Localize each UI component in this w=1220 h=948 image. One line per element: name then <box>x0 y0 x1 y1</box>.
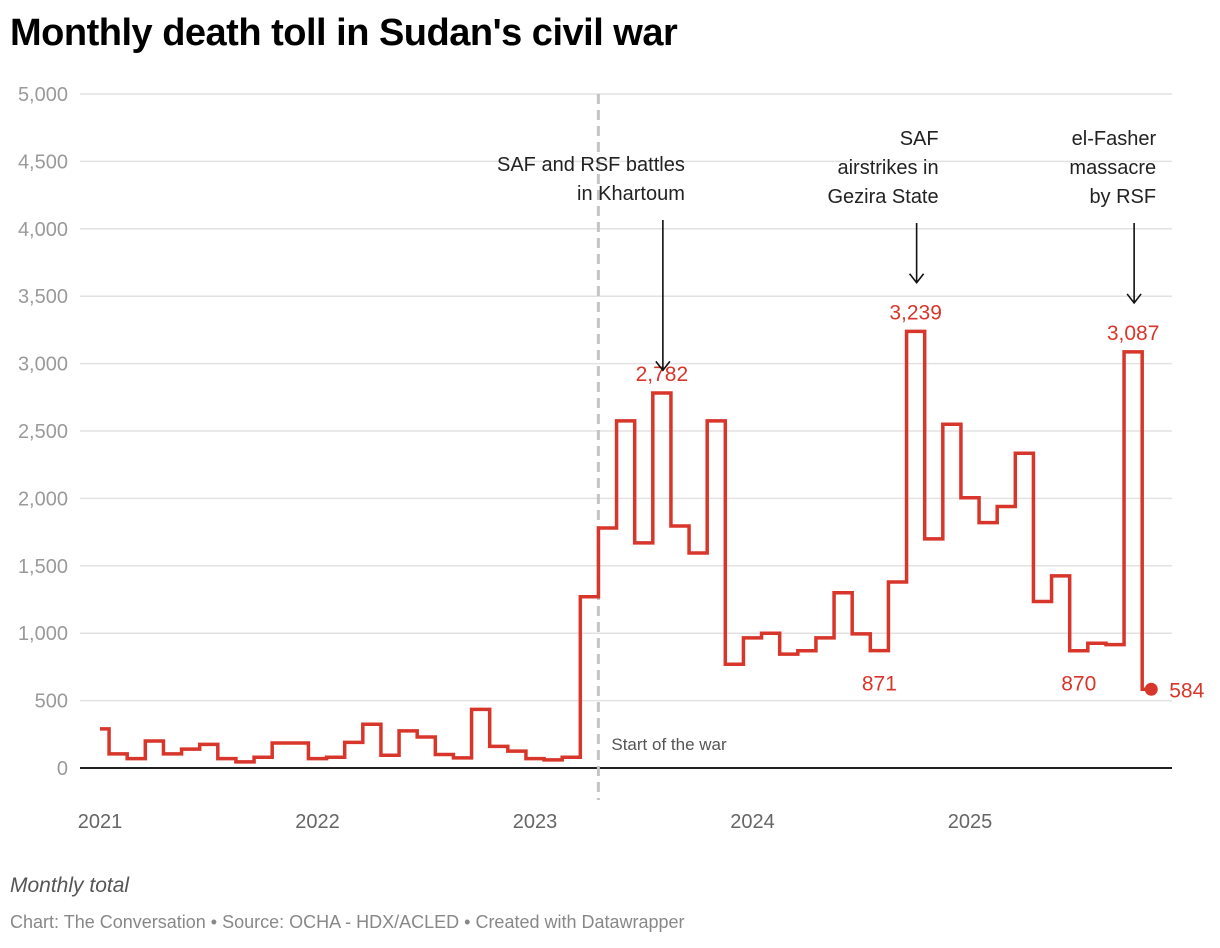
annotation-text: Gezira State <box>827 186 938 208</box>
annotation-arrow-head <box>1126 293 1142 305</box>
annotation-arrow-head <box>655 360 671 372</box>
annotation-text: airstrikes in <box>837 157 938 179</box>
war-start-reference: Start of the war <box>596 94 727 800</box>
y-tick-label: 3,000 <box>18 354 68 376</box>
x-tick-label: 2022 <box>295 811 340 833</box>
chart-source-footer: Chart: The Conversation • Source: OCHA -… <box>10 912 685 932</box>
last-point-marker <box>1144 682 1158 696</box>
y-tick-label: 3,500 <box>18 286 68 308</box>
y-tick-label: 5,000 <box>18 84 68 106</box>
x-tick-label: 2021 <box>78 811 123 833</box>
annotations: SAF and RSF battles in Khartoum SAF airstri… <box>497 128 1157 372</box>
value-label: 871 <box>862 673 897 696</box>
annotation-text: massacre <box>1069 157 1156 179</box>
y-tick-label: 500 <box>35 691 68 713</box>
y-tick-label: 2,000 <box>18 488 68 510</box>
value-label: 2,782 <box>636 363 689 386</box>
gridlines <box>80 93 1172 769</box>
y-tick-label: 1,000 <box>18 623 68 645</box>
x-tick-label: 2025 <box>948 811 993 833</box>
y-tick-label: 2,500 <box>18 421 68 443</box>
annotation-arrow-head <box>908 273 925 285</box>
annotation-text: by RSF <box>1089 186 1156 208</box>
x-tick-label: 2024 <box>730 811 775 833</box>
value-label: 870 <box>1061 673 1096 696</box>
annotation-text: SAF and RSF battles <box>497 154 685 176</box>
y-tick-label: 0 <box>57 758 68 780</box>
annotation-text: el-Fasher <box>1072 128 1157 150</box>
y-tick-label: 1,500 <box>18 556 68 578</box>
series-monthly-total <box>100 329 1158 764</box>
x-tick-label: 2023 <box>513 811 558 833</box>
y-axis-ticks: 0 500 1,000 1,500 2,000 2,500 3,000 3,500 4,000 4… <box>18 84 68 780</box>
value-label: 3,239 <box>889 301 942 324</box>
chart-title: Monthly death toll in Sudan's civil war <box>10 12 678 54</box>
war-start-label: Start of the war <box>611 735 727 754</box>
annotation-text: SAF <box>900 128 939 150</box>
value-labels: 2,782 871 3,239 870 3,087 584 <box>636 301 1205 702</box>
y-tick-label: 4,000 <box>18 219 68 241</box>
value-label: 584 <box>1169 679 1204 702</box>
value-label: 3,087 <box>1107 322 1160 345</box>
y-tick-label: 4,500 <box>18 151 68 173</box>
annotation-text: in Khartoum <box>577 183 685 205</box>
x-axis-ticks: 2021 2022 2023 2024 2025 <box>78 811 993 833</box>
step-line <box>100 329 1152 764</box>
chart-notes: Monthly total <box>10 874 130 897</box>
